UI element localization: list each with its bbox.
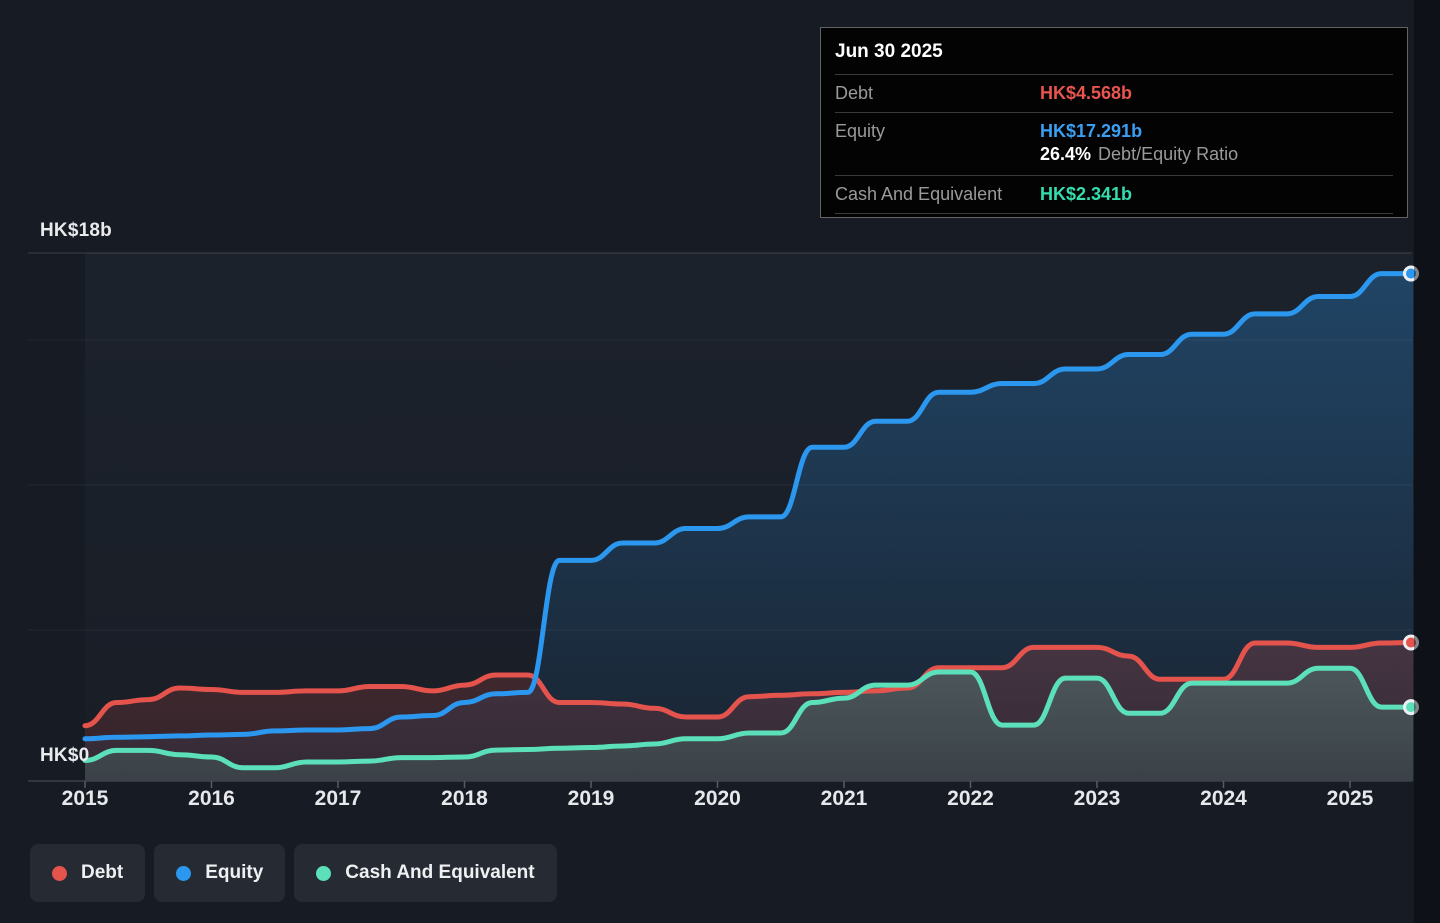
- tooltip-debt-label: Debt: [835, 83, 874, 103]
- equity-line: [82, 271, 1416, 742]
- x-tick-label-2021: 2021: [820, 787, 868, 810]
- tooltip-ratio-label: Debt/Equity Ratio: [1098, 144, 1239, 164]
- x-tick-label-2016: 2016: [188, 787, 235, 810]
- chart-legend: Debt Equity Cash And Equivalent: [30, 844, 557, 902]
- chart-tooltip: Jun 30 2025 Debt HK$4.568b Equity HK$17.…: [820, 27, 1408, 218]
- x-tick-label-2020: 2020: [694, 787, 741, 810]
- equity-end-dot[interactable]: [1403, 265, 1419, 282]
- x-tick-label-2022: 2022: [947, 787, 994, 810]
- x-tick-label-2024: 2024: [1200, 787, 1247, 810]
- equity-dot-icon: [176, 865, 192, 881]
- legend-debt-label: Debt: [81, 862, 124, 883]
- tooltip-ratio-row: 26.4% Debt/Equity Ratio: [835, 144, 1393, 176]
- legend-item-cash[interactable]: Cash And Equivalent: [294, 844, 557, 902]
- tooltip-ratio-value: 26.4%: [1040, 144, 1092, 164]
- tooltip-equity-label: Equity: [835, 121, 886, 141]
- tooltip-debt-value: HK$4.568b: [1040, 83, 1133, 103]
- x-tick-label-2023: 2023: [1073, 787, 1121, 810]
- y-axis-zero-label: HK$0: [40, 745, 90, 766]
- tooltip-equity-row: Equity HK$17.291b: [835, 113, 1393, 144]
- debt-end-dot[interactable]: [1403, 634, 1419, 651]
- tooltip-cash-label: Cash And Equivalent: [835, 184, 1003, 204]
- tooltip-cash-value: HK$2.341b: [1040, 184, 1133, 204]
- y-axis-max-label: HK$18b: [40, 220, 112, 241]
- legend-item-equity[interactable]: Equity: [154, 844, 286, 902]
- x-tick-label-2017: 2017: [314, 787, 362, 810]
- tooltip-date: Jun 30 2025: [835, 28, 1393, 75]
- tooltip-cash-row: Cash And Equivalent HK$2.341b: [835, 176, 1393, 214]
- legend-equity-label: Equity: [205, 862, 264, 883]
- x-tick-label-2015: 2015: [61, 787, 109, 810]
- x-tick-label-2018: 2018: [441, 787, 488, 810]
- legend-item-debt[interactable]: Debt: [30, 844, 146, 902]
- debt-line: [82, 640, 1416, 729]
- tooltip-equity-value: HK$17.291b: [1040, 121, 1143, 141]
- tooltip-debt-row: Debt HK$4.568b: [835, 75, 1393, 113]
- cash-and-equivalent-area: [85, 668, 1414, 781]
- cash-dot-icon: [316, 865, 332, 881]
- legend-cash-label: Cash And Equivalent: [345, 862, 535, 883]
- x-tick-label-2025: 2025: [1326, 787, 1374, 810]
- debt-dot-icon: [52, 865, 67, 881]
- cash-and-equivalent-end-dot[interactable]: [1403, 699, 1419, 716]
- cash-and-equivalent-line: [82, 665, 1416, 771]
- x-tick-label-2019: 2019: [567, 787, 615, 810]
